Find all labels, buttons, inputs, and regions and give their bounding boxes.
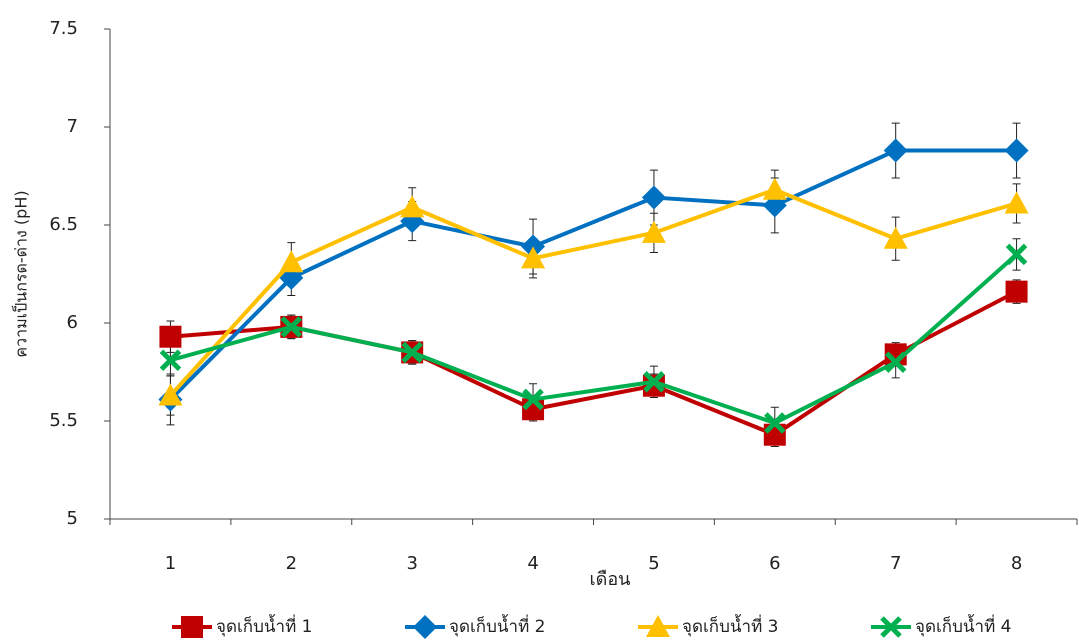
x-tick-label: 2 xyxy=(286,553,297,574)
data-point xyxy=(883,138,908,163)
data-point xyxy=(1004,191,1029,214)
data-point xyxy=(764,412,786,434)
y-tick-label: 6 xyxy=(67,312,78,333)
data-point xyxy=(279,250,304,273)
data-point xyxy=(641,220,666,243)
x-tick-label: 6 xyxy=(769,553,780,574)
data-point xyxy=(1004,138,1029,163)
data-point xyxy=(401,341,423,364)
y-tick-label: 7 xyxy=(67,116,78,137)
x-axis-title: เดือน xyxy=(590,569,631,590)
x-tick-label: 5 xyxy=(648,553,659,574)
data-point xyxy=(641,185,666,210)
data-point xyxy=(158,383,183,406)
y-tick-label: 5.5 xyxy=(49,410,78,431)
data-point xyxy=(642,374,665,397)
data-point xyxy=(763,423,786,446)
legend: จุดเก็บน้ำที่ 1 จุดเก็บน้ำที่ 2 จุดเก็บน้ำ… xyxy=(172,614,1012,637)
legend-label: จุดเก็บน้ำที่ 3 xyxy=(682,614,779,637)
data-point xyxy=(1005,243,1028,266)
data-point xyxy=(762,177,787,200)
y-tick-label: 7.5 xyxy=(49,18,78,39)
data-point xyxy=(884,351,907,373)
data-point xyxy=(280,316,303,338)
data-point xyxy=(400,195,425,218)
series-line xyxy=(169,148,1017,401)
data-point xyxy=(643,371,665,393)
data-point xyxy=(522,388,544,411)
legend-marker xyxy=(880,616,902,638)
x-tick-label: 3 xyxy=(406,553,417,574)
legend-label: จุดเก็บน้ำที่ 2 xyxy=(449,614,546,637)
x-tick-label: 7 xyxy=(890,553,901,574)
data-point xyxy=(1005,280,1028,303)
y-tick-label: 5 xyxy=(67,508,78,529)
y-tick-label: 6.5 xyxy=(49,214,78,235)
y-axis-title: ความเป็นกรด-ด่าง (pH) xyxy=(11,190,31,357)
legend-marker xyxy=(413,615,437,639)
legend-marker xyxy=(646,615,670,637)
x-tick-label: 4 xyxy=(527,553,538,574)
legend-label: จุดเก็บน้ำที่ 4 xyxy=(915,614,1012,637)
series-line xyxy=(168,187,1018,397)
legend-label: จุดเก็บน้ำที่ 1 xyxy=(216,614,313,637)
data-point xyxy=(159,325,182,348)
data-point xyxy=(883,226,908,249)
series-line xyxy=(169,252,1018,425)
legend-marker xyxy=(181,616,203,638)
x-tick-label: 8 xyxy=(1011,553,1022,574)
data-point xyxy=(521,246,546,269)
x-tick-label: 1 xyxy=(165,553,176,574)
data-point xyxy=(159,349,182,372)
